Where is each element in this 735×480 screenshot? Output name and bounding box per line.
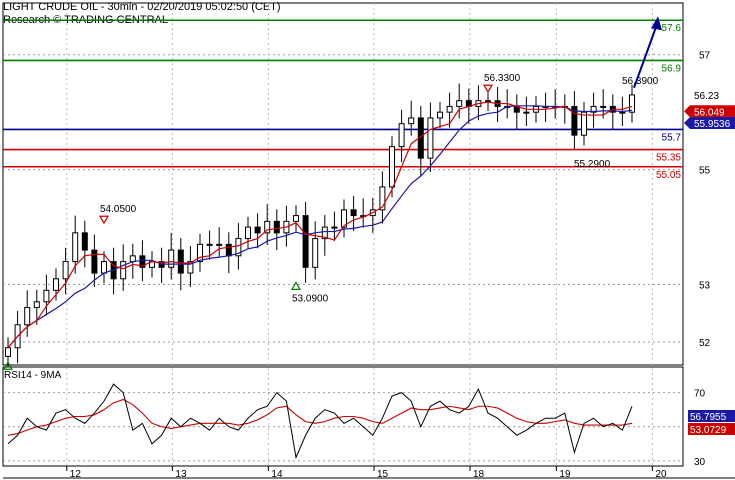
blue-ma-value-tag: 55.9536 — [694, 119, 731, 130]
price-axis-tick-label: 53 — [699, 281, 711, 292]
swing-low-marker — [2, 361, 14, 370]
rsi-ma-value-tag: 53.0729 — [690, 425, 727, 436]
time-axis-tick-label: 15 — [377, 469, 389, 480]
candle-body — [293, 215, 299, 222]
last-price-tag: 56.23 — [694, 91, 719, 102]
time-axis-tick-label: 14 — [271, 469, 283, 480]
candle-body — [408, 117, 415, 125]
swing-high-marker — [98, 215, 110, 225]
candle-body — [101, 261, 107, 274]
candle-body — [225, 243, 232, 257]
candle-body — [629, 94, 635, 113]
candle-body — [91, 249, 98, 274]
candle-body — [264, 220, 271, 234]
moving-average-blue-line — [7, 105, 633, 349]
candle-body — [120, 261, 127, 280]
rsi-axis-tick-label: 30 — [694, 457, 706, 468]
candle-body — [72, 232, 79, 263]
candle-body — [254, 226, 261, 234]
candle-body — [197, 243, 203, 263]
price-axis-tick-label: 55 — [699, 166, 711, 177]
price-level-label: 55.05 — [656, 170, 681, 181]
price-annotation-label: 56.3900 — [622, 76, 659, 87]
candle-body — [216, 243, 223, 246]
rsi-ma-line — [7, 398, 633, 436]
rsi-panel-title: RSI14 - 9MA — [4, 370, 62, 381]
moving-average-red-line — [7, 101, 633, 349]
candle-body — [273, 220, 280, 234]
swing-low-marker — [290, 281, 302, 290]
candle-body — [43, 289, 50, 303]
candle-body — [235, 238, 242, 257]
candle-body — [398, 123, 405, 148]
swing-high-marker — [482, 84, 494, 94]
candle-body — [590, 105, 597, 113]
blue-ma-value-tag-bg — [684, 117, 735, 130]
candle-body — [437, 111, 443, 119]
candle-body — [129, 255, 136, 263]
candle-body — [600, 105, 607, 108]
swing-high-label: 54.0500 — [100, 204, 137, 215]
candle-body — [312, 238, 319, 268]
time-axis-tick-label: 12 — [70, 469, 82, 480]
last-price-tag-bg — [684, 88, 735, 101]
candle-body — [187, 261, 194, 274]
red-ma-value-tag-bg — [684, 105, 735, 118]
candle-body — [62, 261, 69, 280]
price-level-label: 55.7 — [662, 132, 682, 143]
price-level-label: 55.35 — [656, 153, 681, 164]
candle-body — [350, 209, 357, 217]
candle-body — [24, 307, 31, 326]
rsi-value-tag-bg — [688, 410, 735, 422]
candle-body — [379, 186, 386, 211]
projection-arrow-line — [633, 23, 658, 89]
candle-body — [331, 226, 338, 229]
rsi-ma-value-tag-bg — [688, 423, 735, 435]
candle-body — [427, 117, 434, 159]
time-axis-tick-label: 13 — [175, 469, 187, 480]
candle-body — [53, 278, 59, 291]
rsi-value-tag: 56.7955 — [690, 412, 727, 423]
candle-body — [206, 243, 213, 246]
time-axis-tick-label: 18 — [473, 469, 485, 480]
candle-body — [321, 226, 328, 240]
candle-body — [581, 111, 587, 136]
candle-body — [81, 232, 88, 251]
rsi-line — [7, 383, 633, 460]
candle-body — [5, 347, 11, 357]
price-level-label: 56.9 — [662, 63, 682, 74]
price-level-label: 57.6 — [662, 23, 682, 34]
projection-arrow-head — [651, 16, 662, 31]
price-axis-tick-label: 52 — [699, 338, 711, 349]
time-axis-tick-label: 19 — [559, 469, 571, 480]
candle-body — [177, 249, 184, 274]
rsi-axis-tick-label: 70 — [694, 389, 706, 400]
candle-body — [341, 209, 347, 228]
candle-body — [389, 146, 395, 188]
price-axis-tick-label: 57 — [699, 51, 711, 62]
swing-high-label: 56.3300 — [484, 73, 521, 84]
candle-body — [245, 226, 251, 240]
swing-low-label: 53.0900 — [292, 293, 329, 304]
rsi-panel-frame — [2, 366, 684, 467]
candle-body — [619, 111, 626, 114]
chart-title: LIGHT CRUDE OIL - 30min - 02/20/2019 05:… — [3, 1, 281, 13]
candle-body — [571, 105, 578, 136]
price-annotation-label: 55.2900 — [574, 159, 611, 170]
price-panel-frame — [2, 2, 684, 366]
candle-body — [446, 105, 453, 113]
candle-body — [302, 215, 309, 268]
candle-body — [33, 301, 40, 309]
candle-body — [168, 249, 175, 268]
time-axis-tick-label: 20 — [655, 469, 667, 480]
candle-body — [456, 100, 463, 107]
red-ma-value-tag: 56.049 — [694, 107, 725, 118]
candle-body — [139, 255, 146, 268]
candle-body — [523, 111, 530, 114]
